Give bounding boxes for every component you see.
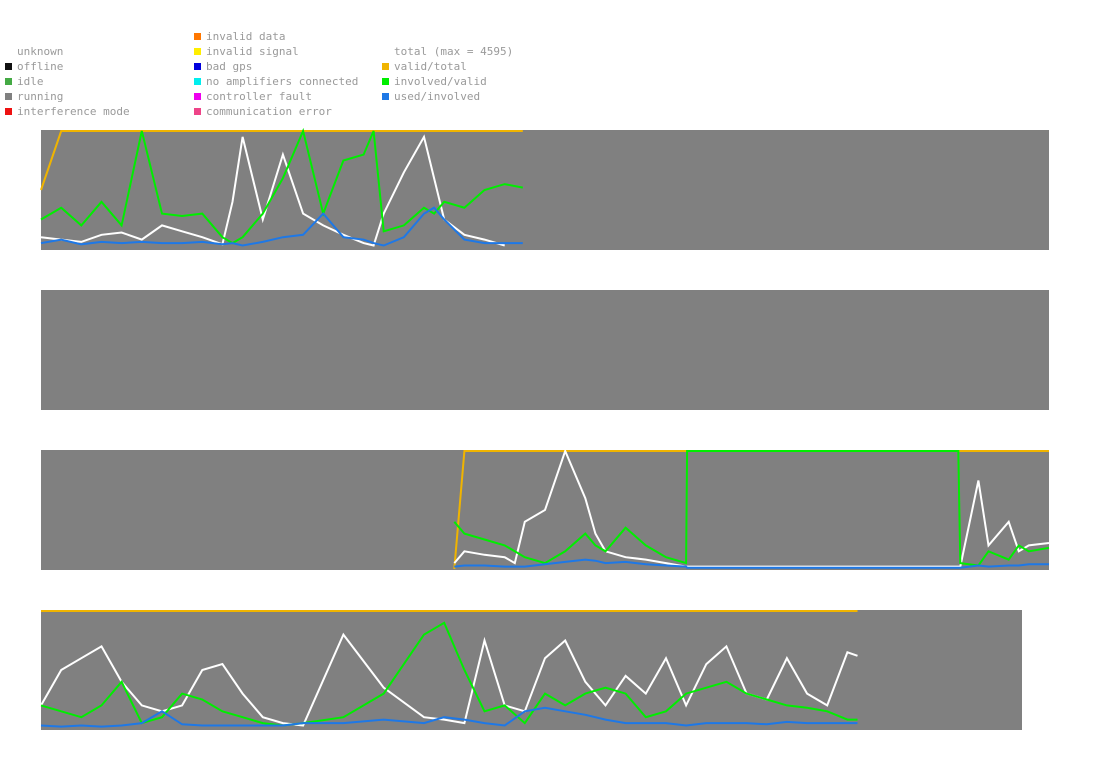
legend-label: offline	[17, 60, 63, 73]
legend-swatch	[194, 78, 201, 85]
legend-label: total (max = 4595)	[394, 45, 513, 58]
panel	[41, 290, 1049, 410]
legend-swatch	[382, 93, 389, 100]
panel	[41, 130, 1049, 250]
legend-label: unknown	[17, 45, 63, 58]
trace	[40, 621, 858, 727]
legend-label: no amplifiers connected	[206, 75, 358, 88]
trace	[453, 448, 1050, 568]
trace	[454, 558, 1049, 569]
trace	[40, 130, 523, 191]
legend-label: bad gps	[206, 60, 252, 73]
legend-swatch	[382, 78, 389, 85]
trace	[40, 206, 523, 247]
legend-label: communication error	[206, 105, 332, 118]
legend-swatch	[194, 48, 201, 55]
legend-swatch	[5, 93, 12, 100]
legend-label: running	[17, 90, 63, 103]
legend-swatch	[5, 63, 12, 70]
trace	[40, 134, 505, 247]
legend-label: involved/valid	[394, 75, 487, 88]
legend-label: invalid data	[206, 30, 285, 43]
legend-swatch	[5, 78, 12, 85]
legend-swatch	[194, 93, 201, 100]
legend-label: invalid signal	[206, 45, 299, 58]
legend-swatch	[194, 63, 201, 70]
trace	[40, 127, 523, 245]
legend-swatch	[382, 63, 389, 70]
legend-label: interference mode	[17, 105, 130, 118]
legend-label: idle	[17, 75, 44, 88]
trace	[453, 450, 1050, 567]
legend-swatch	[194, 108, 201, 115]
legend-swatch	[194, 33, 201, 40]
legend-label: controller fault	[206, 90, 312, 103]
trace	[453, 450, 1049, 570]
trace	[40, 706, 858, 728]
legend-swatch	[5, 108, 12, 115]
legend-label: valid/total	[394, 60, 467, 73]
legend-label: used/involved	[394, 90, 480, 103]
